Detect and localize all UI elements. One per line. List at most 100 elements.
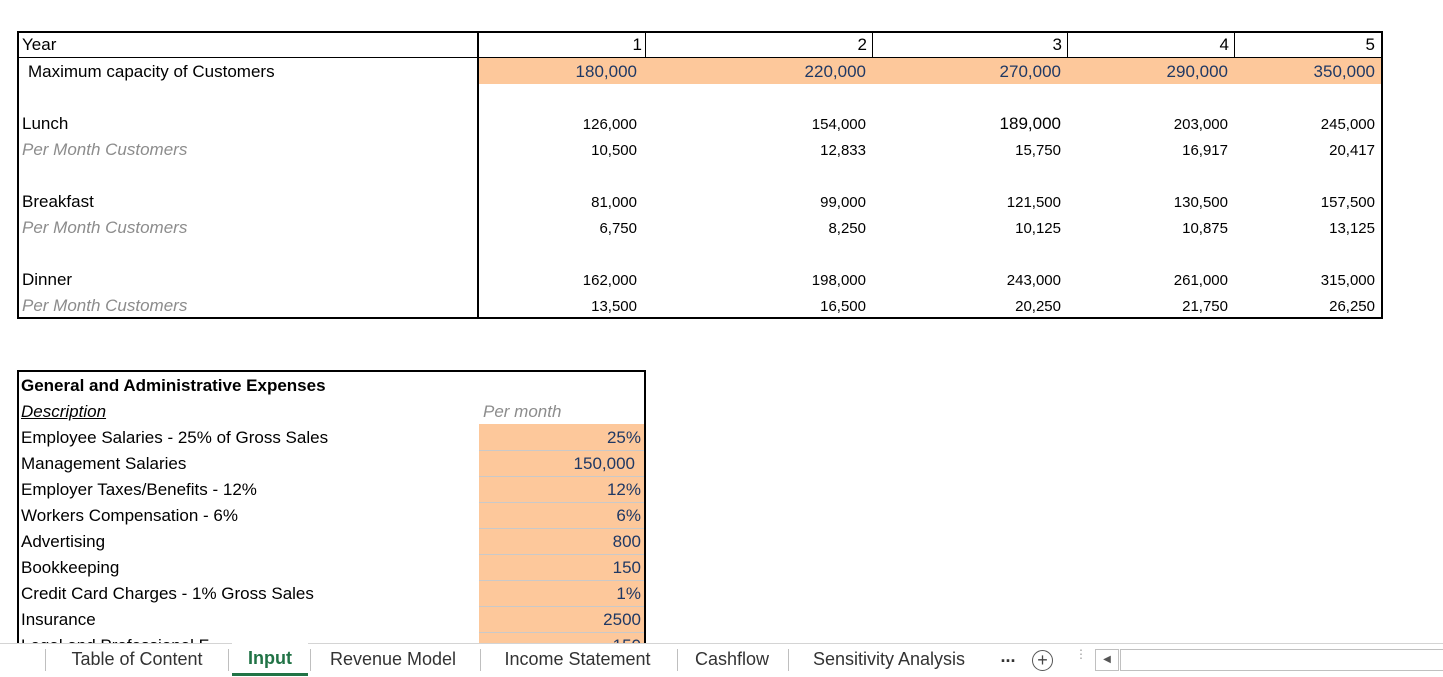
sheet-tabs-bar: Table of Content Input Revenue Model Inc… bbox=[0, 643, 1443, 677]
scroll-left-icon: ◀ bbox=[1103, 654, 1111, 665]
tab-bar-splitter-dots[interactable]: ⋮ bbox=[1075, 647, 1087, 661]
horizontal-scrollbar[interactable] bbox=[1120, 649, 1443, 671]
tab-sensitivity-analysis[interactable]: Sensitivity Analysis bbox=[812, 649, 966, 669]
ga-row-value[interactable]: 150 bbox=[612, 558, 641, 577]
year-cell-3[interactable] bbox=[873, 33, 1068, 57]
add-sheet-button[interactable]: + bbox=[1032, 650, 1053, 671]
breakfast-label: Breakfast bbox=[22, 192, 94, 211]
breakfast-annual-1[interactable]: 81,000 bbox=[591, 194, 637, 211]
ga-grid-line bbox=[479, 450, 644, 451]
scroll-left-button[interactable]: ◀ bbox=[1095, 649, 1119, 671]
tab-table-of-content[interactable]: Table of Content bbox=[71, 649, 203, 669]
capacity-label: Maximum capacity of Customers bbox=[28, 62, 275, 81]
breakfast-per-month-label: Per Month Customers bbox=[22, 218, 188, 237]
breakfast-annual-4[interactable]: 130,500 bbox=[1173, 194, 1228, 211]
lunch-annual-3[interactable]: 189,000 bbox=[999, 114, 1061, 133]
ga-row-label: Employer Taxes/Benefits - 12% bbox=[21, 480, 257, 499]
lunch-monthly-2[interactable]: 12,833 bbox=[820, 142, 866, 159]
year-1: 1 bbox=[632, 35, 642, 54]
capacity-year-2[interactable]: 220,000 bbox=[804, 62, 866, 81]
dinner-annual-5[interactable]: 315,000 bbox=[1320, 272, 1375, 289]
ga-grid-line bbox=[479, 580, 644, 581]
ga-row-value[interactable]: 800 bbox=[612, 532, 641, 551]
tab-separator bbox=[788, 649, 789, 671]
ga-row-label: Insurance bbox=[21, 610, 96, 629]
year-cell-4[interactable] bbox=[1068, 33, 1235, 57]
ga-row-label: Credit Card Charges - 1% Gross Sales bbox=[21, 584, 314, 603]
dinner-annual-3[interactable]: 243,000 bbox=[1006, 272, 1061, 289]
lunch-monthly-3[interactable]: 15,750 bbox=[1015, 142, 1061, 159]
ga-description-header: Description bbox=[21, 402, 107, 421]
breakfast-annual-3[interactable]: 121,500 bbox=[1006, 194, 1061, 211]
dinner-annual-1[interactable]: 162,000 bbox=[582, 272, 637, 289]
lunch-monthly-4[interactable]: 16,917 bbox=[1182, 142, 1228, 159]
lunch-monthly-5[interactable]: 20,417 bbox=[1329, 142, 1375, 159]
ga-expenses-table bbox=[17, 370, 646, 650]
lunch-monthly-1[interactable]: 10,500 bbox=[591, 142, 637, 159]
tab-separator bbox=[228, 649, 229, 671]
ga-row-label: Workers Compensation - 6% bbox=[21, 506, 238, 525]
label-column-divider bbox=[477, 31, 479, 319]
ga-row-label: Employee Salaries - 25% of Gross Sales bbox=[21, 428, 329, 447]
year-table bbox=[17, 31, 1383, 319]
dinner-per-month-label: Per Month Customers bbox=[22, 296, 188, 315]
tab-separator bbox=[480, 649, 481, 671]
capacity-year-4[interactable]: 290,000 bbox=[1166, 62, 1228, 81]
ga-row-value[interactable]: 6% bbox=[616, 506, 641, 525]
year-3: 3 bbox=[1052, 35, 1062, 54]
ga-row-value[interactable]: 2500 bbox=[603, 610, 641, 629]
ga-grid-line bbox=[479, 606, 644, 607]
more-tabs-button[interactable]: ... bbox=[1000, 646, 1016, 666]
lunch-per-month-label: Per Month Customers bbox=[22, 140, 188, 159]
ga-per-month-header: Per month bbox=[483, 402, 562, 421]
year-row-divider bbox=[17, 57, 1383, 58]
breakfast-annual-5[interactable]: 157,500 bbox=[1320, 194, 1375, 211]
capacity-year-1[interactable]: 180,000 bbox=[575, 62, 637, 81]
capacity-year-3[interactable]: 270,000 bbox=[999, 62, 1061, 81]
tab-input[interactable]: Input bbox=[232, 643, 308, 676]
dinner-monthly-3[interactable]: 20,250 bbox=[1015, 298, 1061, 315]
lunch-annual-2[interactable]: 154,000 bbox=[811, 116, 866, 133]
ga-grid-line bbox=[479, 502, 644, 503]
tab-separator bbox=[677, 649, 678, 671]
ga-values-column bbox=[479, 424, 644, 650]
dinner-monthly-1[interactable]: 13,500 bbox=[591, 298, 637, 315]
lunch-annual-1[interactable]: 126,000 bbox=[582, 116, 637, 133]
lunch-annual-5[interactable]: 245,000 bbox=[1320, 116, 1375, 133]
dinner-monthly-5[interactable]: 26,250 bbox=[1329, 298, 1375, 315]
breakfast-monthly-2[interactable]: 8,250 bbox=[828, 220, 866, 237]
ga-row-value[interactable]: 1% bbox=[616, 584, 641, 603]
ga-grid-line bbox=[479, 632, 644, 633]
breakfast-monthly-4[interactable]: 10,875 bbox=[1182, 220, 1228, 237]
lunch-annual-4[interactable]: 203,000 bbox=[1173, 116, 1228, 133]
year-2: 2 bbox=[857, 35, 867, 54]
lunch-label: Lunch bbox=[22, 114, 69, 133]
ga-row-value[interactable]: 12% bbox=[606, 480, 641, 499]
ga-row-label: Bookkeeping bbox=[21, 558, 120, 577]
ga-grid-line bbox=[479, 476, 644, 477]
ga-row-value[interactable]: 25% bbox=[606, 428, 641, 447]
year-5: 5 bbox=[1365, 35, 1375, 54]
year-cell-2[interactable] bbox=[646, 33, 873, 57]
year-cell-1[interactable] bbox=[479, 33, 646, 57]
breakfast-annual-2[interactable]: 99,000 bbox=[820, 194, 866, 211]
capacity-row-highlight bbox=[479, 58, 1381, 84]
ga-row-label: Management Salaries bbox=[21, 454, 187, 473]
capacity-year-5[interactable]: 350,000 bbox=[1313, 62, 1375, 81]
ga-grid-line bbox=[479, 528, 644, 529]
tab-revenue-model[interactable]: Revenue Model bbox=[329, 649, 457, 669]
plus-icon: + bbox=[1037, 650, 1048, 670]
tab-income-statement[interactable]: Income Statement bbox=[504, 649, 651, 669]
dinner-monthly-2[interactable]: 16,500 bbox=[820, 298, 866, 315]
dinner-annual-4[interactable]: 261,000 bbox=[1173, 272, 1228, 289]
dinner-monthly-4[interactable]: 21,750 bbox=[1182, 298, 1228, 315]
breakfast-monthly-1[interactable]: 6,750 bbox=[599, 220, 637, 237]
breakfast-monthly-3[interactable]: 10,125 bbox=[1015, 220, 1061, 237]
tab-separator bbox=[310, 649, 311, 671]
tab-cashflow[interactable]: Cashflow bbox=[694, 649, 770, 669]
year-4: 4 bbox=[1219, 35, 1229, 54]
dinner-annual-2[interactable]: 198,000 bbox=[811, 272, 866, 289]
ga-row-value[interactable]: 150,000 bbox=[573, 454, 635, 473]
ga-grid-line bbox=[479, 554, 644, 555]
breakfast-monthly-5[interactable]: 13,125 bbox=[1329, 220, 1375, 237]
